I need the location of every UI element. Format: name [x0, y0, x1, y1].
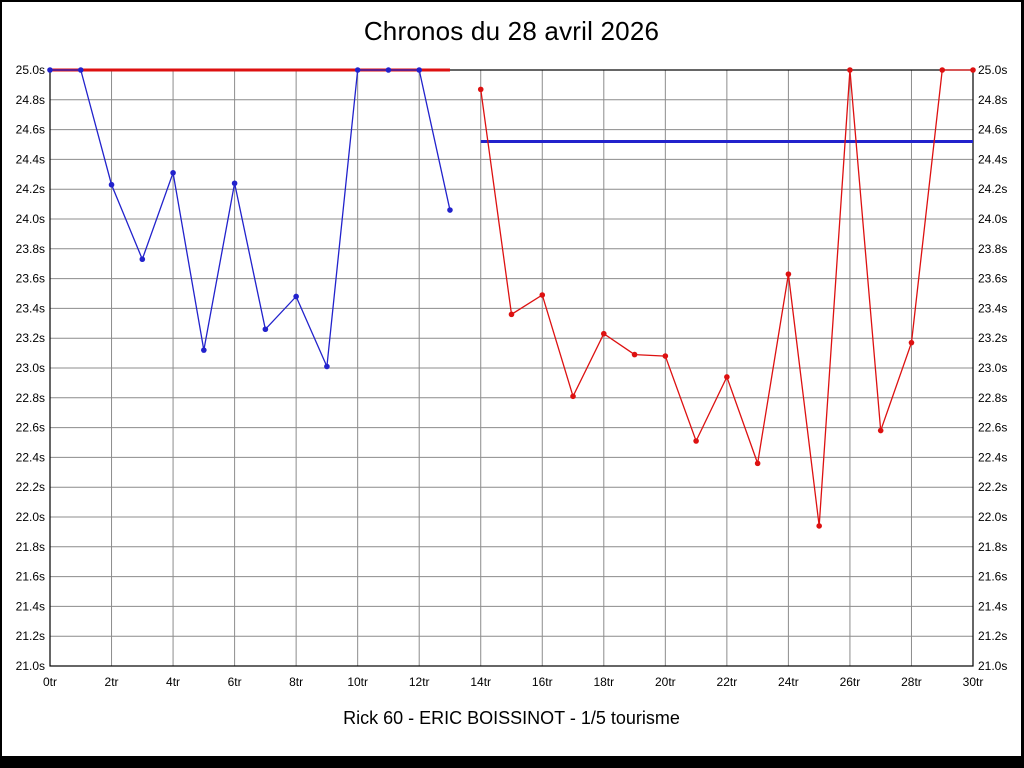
lap-times-red-segment-point	[847, 67, 853, 73]
lap-times-blue-segment-point	[170, 170, 176, 176]
lap-times-red-segment-point	[508, 311, 515, 318]
lap-times-red-segment-point	[939, 67, 946, 73]
y-tick-label-right: 22.0s	[978, 510, 1007, 524]
lap-times-blue-segment-point	[354, 67, 361, 73]
y-tick-label-left: 22.6s	[16, 421, 45, 435]
lap-times-blue-segment-point	[77, 67, 84, 73]
y-tick-label-right: 22.2s	[978, 480, 1007, 494]
y-tick-label-left: 23.0s	[16, 361, 45, 375]
y-tick-label-right: 24.8s	[978, 93, 1007, 107]
lap-times-blue-segment-point	[108, 181, 115, 188]
lap-times-blue-segment-point	[231, 180, 238, 187]
y-tick-label-left: 21.2s	[16, 629, 45, 643]
lap-times-blue-segment-line	[50, 69, 451, 370]
x-tick-label: 28tr	[901, 675, 922, 689]
lap-times-red-segment-point	[539, 292, 546, 298]
lap-times-blue-segment-point	[47, 67, 53, 73]
x-tick-label: 18tr	[593, 675, 614, 689]
lap-times-blue-segment-point	[324, 363, 330, 370]
lap-times-red-segment-point	[477, 86, 484, 93]
lap-times-blue-segment-point	[201, 347, 207, 353]
x-tick-label: 8tr	[289, 675, 303, 689]
x-tick-label: 4tr	[166, 675, 180, 689]
x-tick-label: 22tr	[717, 675, 738, 689]
y-tick-label-right: 24.2s	[978, 182, 1007, 196]
y-tick-label-left: 23.6s	[16, 272, 45, 286]
lap-times-blue-segment-point	[262, 326, 269, 333]
y-tick-label-right: 21.0s	[978, 659, 1007, 673]
y-tick-label-right: 23.2s	[978, 331, 1007, 345]
lap-times-red-segment-point	[631, 351, 638, 358]
y-tick-label-right: 24.4s	[978, 152, 1007, 166]
chart-title: Chronos du 28 avril 2026	[363, 16, 660, 46]
y-tick-label-right: 25.0s	[978, 63, 1007, 77]
lap-times-red-segment-point	[785, 271, 792, 277]
x-tick-label: 16tr	[532, 675, 553, 689]
lap-times-red-segment-point	[754, 460, 761, 467]
x-tick-label: 14tr	[470, 675, 491, 689]
y-tick-label-right: 24.0s	[978, 212, 1007, 226]
lap-times-red-segment-point	[816, 523, 822, 529]
y-tick-label-right: 23.8s	[978, 242, 1007, 256]
lap-times-blue-segment-point	[293, 293, 299, 300]
x-tick-label: 2tr	[105, 675, 119, 689]
y-tick-label-right: 23.0s	[978, 361, 1007, 375]
lap-times-red-segment-point	[662, 353, 669, 359]
y-tick-label-right: 21.2s	[978, 629, 1007, 643]
y-tick-label-left: 22.2s	[16, 480, 45, 494]
y-tick-label-right: 22.4s	[978, 450, 1007, 464]
lap-times-red-segment-point	[601, 330, 607, 337]
lap-times-blue-segment-point	[416, 67, 423, 73]
lap-times-red-segment-point	[570, 393, 576, 400]
x-tick-label: 6tr	[228, 675, 242, 689]
y-tick-label-left: 21.0s	[16, 659, 45, 673]
y-tick-label-left: 22.8s	[16, 391, 45, 405]
y-tick-label-right: 21.8s	[978, 540, 1007, 554]
y-tick-label-right: 22.8s	[978, 391, 1007, 405]
y-tick-label-left: 23.2s	[16, 331, 45, 345]
y-tick-label-left: 24.4s	[16, 152, 45, 166]
lap-times-blue-segment-point	[139, 256, 146, 263]
y-tick-label-left: 21.4s	[16, 599, 45, 613]
plot-border	[49, 69, 974, 667]
y-tick-label-left: 25.0s	[16, 63, 45, 77]
y-tick-label-left: 24.6s	[16, 123, 45, 137]
x-tick-label: 30tr	[963, 675, 984, 689]
y-tick-label-left: 22.4s	[16, 450, 45, 464]
x-tick-label: 20tr	[655, 675, 676, 689]
x-tick-label: 10tr	[347, 675, 368, 689]
chart-subtitle: Rick 60 - ERIC BOISSINOT - 1/5 tourisme	[343, 708, 680, 728]
y-tick-label-left: 21.6s	[16, 570, 45, 584]
lap-times-red-segment-point	[693, 438, 699, 444]
lap-times-blue-segment-point	[447, 207, 453, 213]
lap-times-red-segment-point	[970, 67, 976, 73]
y-tick-label-left: 22.0s	[16, 510, 45, 524]
y-tick-label-right: 24.6s	[978, 123, 1007, 137]
y-tick-label-right: 22.6s	[978, 421, 1007, 435]
x-tick-label: 26tr	[840, 675, 861, 689]
lap-time-chart: 25.0s 25.0s 24.8s 24.8s 24.6s 24.6s 24.4s 24.4s…	[16, 63, 1008, 689]
lap-times-red-segment-point	[908, 339, 915, 346]
y-tick-label-left: 21.8s	[16, 540, 45, 554]
x-tick-label: 12tr	[409, 675, 430, 689]
y-tick-label-left: 23.8s	[16, 242, 45, 256]
lap-times-blue-segment-point	[385, 67, 392, 73]
y-tick-label-left: 24.2s	[16, 182, 45, 196]
x-tick-label: 0tr	[43, 675, 57, 689]
lap-times-red-segment-point	[877, 427, 884, 434]
y-tick-label-left: 24.0s	[16, 212, 45, 226]
y-tick-label-right: 21.4s	[978, 599, 1007, 613]
y-tick-label-right: 23.6s	[978, 272, 1007, 286]
x-tick-label: 24tr	[778, 675, 799, 689]
y-tick-label-right: 23.4s	[978, 301, 1007, 315]
y-tick-label-left: 23.4s	[16, 301, 45, 315]
y-tick-label-left: 24.8s	[16, 93, 45, 107]
lap-times-red-segment-point	[724, 374, 730, 380]
y-tick-label-right: 21.6s	[978, 570, 1007, 584]
